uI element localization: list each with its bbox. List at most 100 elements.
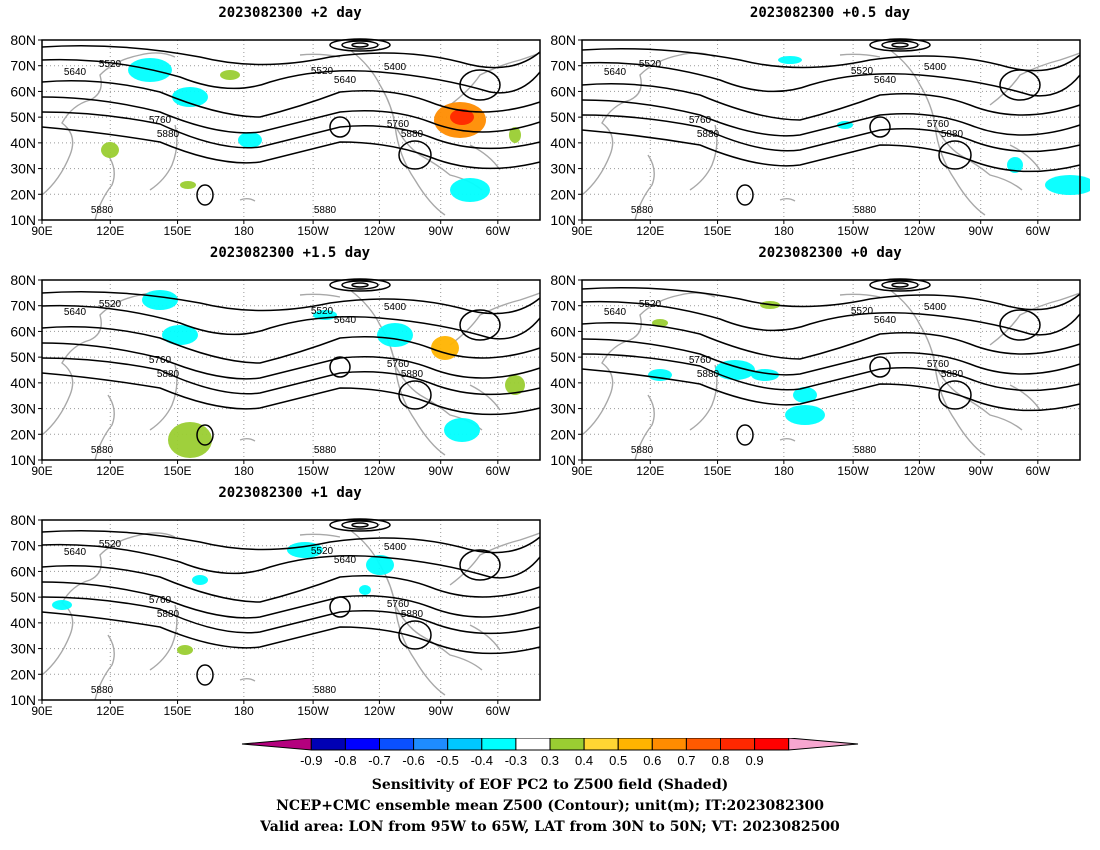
colorbar-swatch [685, 738, 721, 751]
lat-tick-label: 60N [10, 563, 36, 579]
colorbar-tick-label: -0.6 [402, 753, 424, 768]
panel-title: 2023082300 +2 day [218, 5, 362, 21]
lon-tick-label: 90W [428, 704, 453, 718]
contour-label-5880: 5880 [854, 205, 877, 216]
contour-label-5640: 5640 [334, 555, 357, 566]
map-frame [41, 519, 541, 701]
lat-tick-label: 40N [550, 135, 576, 151]
lon-tick-label: 90E [31, 464, 52, 478]
contour-label-5880: 5880 [91, 205, 114, 216]
contour-label-5760: 5760 [927, 119, 950, 130]
contour-label-5520: 5520 [639, 299, 662, 310]
figure-caption: Sensitivity of EOF PC2 to Z500 field (Sh… [0, 775, 1100, 838]
colorbar-swatch [447, 738, 483, 751]
lat-tick-label: 60N [10, 83, 36, 99]
lat-tick-label: 20N [10, 186, 36, 202]
lon-tick-label: 90E [571, 224, 592, 238]
lat-tick-label: 40N [10, 135, 36, 151]
panel-title: 2023082300 +1 day [218, 485, 362, 501]
lat-tick-label: 50N [550, 109, 576, 125]
colorbar-swatch [379, 738, 415, 751]
lat-tick-label: 80N [550, 32, 576, 48]
z500-contours [41, 518, 541, 686]
lon-tick-label: 150W [297, 704, 329, 718]
lon-tick-label: 180 [234, 464, 254, 478]
contour-label-5640: 5640 [334, 75, 357, 86]
lon-tick-label: 60W [1025, 464, 1050, 478]
lon-tick-label: 150W [297, 464, 329, 478]
lat-tick-label: 30N [550, 401, 576, 417]
contour-label-5880: 5880 [941, 129, 964, 140]
contour-label-5880: 5880 [854, 445, 877, 456]
caption-line-contour: NCEP+CMC ensemble mean Z500 (Contour); u… [276, 798, 824, 814]
panel-title: 2023082300 +0 day [758, 245, 902, 261]
z500-contours [581, 38, 1081, 206]
contour-label-5640: 5640 [874, 315, 897, 326]
contour-label-5520: 5520 [311, 306, 334, 317]
z500-contours [41, 278, 541, 446]
lon-tick-label: 60W [485, 704, 510, 718]
lon-tick-label: 120E [96, 464, 124, 478]
lon-tick-label: 150E [164, 224, 192, 238]
colorbar-tick-label: 0.8 [711, 753, 729, 768]
colorbar-tick-label: 0.3 [541, 753, 559, 768]
sensitivity-shading [778, 56, 1090, 195]
lat-tick-label: 80N [10, 272, 36, 288]
map-panel-plus-1-day: 2023082300 +1 day 5520 5640 5520 5640 5760 58… [0, 485, 550, 730]
lat-tick-label: 20N [10, 426, 36, 442]
lat-tick-label: 20N [550, 186, 576, 202]
contour-label-5880: 5880 [401, 129, 424, 140]
contour-label-5880: 5880 [314, 685, 337, 696]
contour-label-5760: 5760 [927, 359, 950, 370]
colorbar-tick-label: 0.4 [575, 753, 593, 768]
lat-tick-label: 30N [10, 161, 36, 177]
colorbar-tick-label: 0.7 [677, 753, 695, 768]
contour-label-5760: 5760 [387, 359, 410, 370]
lon-tick-label: 120W [904, 464, 936, 478]
colorbar-tick-label: -0.4 [471, 753, 493, 768]
contour-label-5520: 5520 [851, 306, 874, 317]
contour-label-5520: 5520 [311, 546, 334, 557]
contour-label-5760: 5760 [149, 355, 172, 366]
contour-label-5880: 5880 [401, 369, 424, 380]
lat-tick-label: 40N [10, 375, 36, 391]
sensitivity-shading [52, 542, 394, 655]
lat-tick-label: 10N [10, 452, 36, 468]
lat-tick-label: 80N [550, 272, 576, 288]
contour-label-5640: 5640 [64, 547, 87, 558]
contour-label-5760: 5760 [387, 599, 410, 610]
lon-tick-label: 150E [704, 224, 732, 238]
colorbar-tick-label: -0.7 [368, 753, 390, 768]
caption-line-shading: Sensitivity of EOF PC2 to Z500 field (Sh… [371, 777, 729, 793]
contour-label-5640: 5640 [874, 75, 897, 86]
contour-label-5880: 5880 [91, 445, 114, 456]
lat-tick-label: 20N [10, 666, 36, 682]
colorbar-swatch [617, 738, 653, 751]
lat-tick-label: 50N [10, 589, 36, 605]
lon-tick-label: 90E [31, 224, 52, 238]
map-frame [581, 39, 1081, 221]
contour-label-5880: 5880 [631, 205, 654, 216]
lat-tick-label: 80N [10, 32, 36, 48]
contour-label-5880: 5880 [157, 609, 180, 620]
colorbar-swatch [754, 738, 790, 751]
colorbar-tick-label: -0.9 [300, 753, 322, 768]
lat-tick-label: 30N [10, 641, 36, 657]
lat-tick-label: 60N [10, 323, 36, 339]
contour-label-5520: 5520 [99, 539, 122, 550]
contour-label-5880: 5880 [631, 445, 654, 456]
colorbar-tick-label: 0.9 [746, 753, 764, 768]
colorbar-tick-label: -0.8 [334, 753, 356, 768]
lon-tick-label: 150W [837, 224, 869, 238]
lon-tick-label: 120E [636, 224, 664, 238]
